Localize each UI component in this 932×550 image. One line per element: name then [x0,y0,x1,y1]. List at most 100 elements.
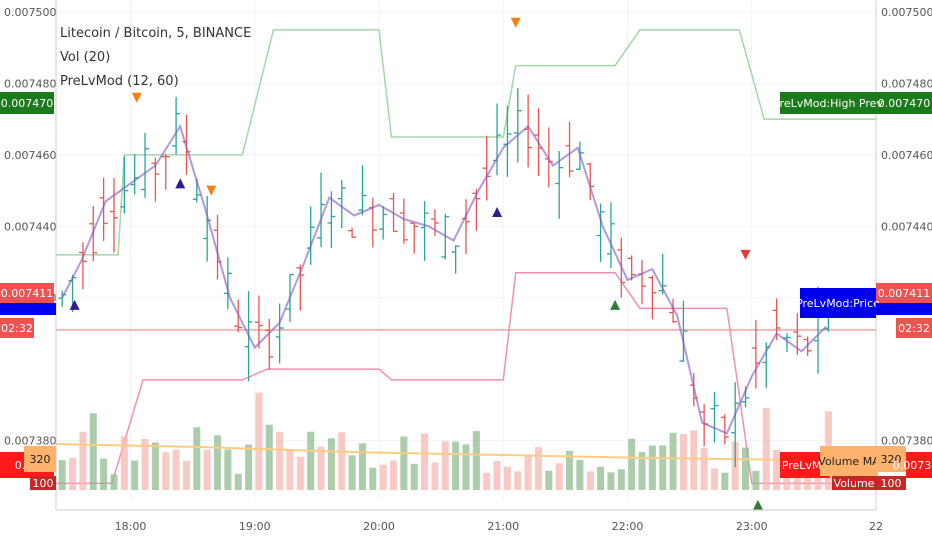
tag-volume-name-text: Volume [834,477,875,490]
y-tick-label-right: 0.007460 [881,149,932,162]
volume-bar [172,449,180,490]
tag-price-strip-right-bg [876,303,932,315]
tag-price-name-bg [800,288,876,318]
volume-bar [369,467,377,490]
tag-vol-ma-name-bg [820,446,878,476]
tag-low-right: 0.007356 [893,452,932,478]
volume-bar [286,450,294,490]
y-tick-label-left: 0.007440 [4,220,57,233]
volume-bar [452,441,460,490]
volume-bar [462,444,470,490]
tag-low-right-text: 0.007356 [893,459,932,472]
volume-bar [431,462,439,490]
legend-vol: Vol (20) [60,50,111,65]
tag-vol-ma-right: 320 [876,446,906,472]
tag-price-left-bg [0,283,54,303]
volume-bar [214,435,222,490]
volume-bar [659,445,667,490]
volume-bar [131,460,139,490]
volume-bar [628,438,636,490]
volume-bar [58,460,66,490]
tag-price-left-text: 0.007411 [1,287,54,300]
tag-countdown-left: 02:32 [0,318,34,338]
tag-high-prev-right-text: 0.007470 [878,97,931,110]
high-prev-line [56,29,876,256]
volume-bar [182,460,190,490]
x-tick-label: 20:00 [363,520,395,533]
tag-vol-ma-name: Volume MA [818,446,880,476]
volume-bar [597,466,605,490]
volume-bar [493,460,501,490]
tag-countdown-right: 02:32 [896,318,932,338]
volume-bar [69,457,77,490]
down-arrow-icon [131,92,142,103]
tag-vol-left-text: 100 [33,477,54,490]
tag-price-right: 0.007411 [876,283,932,303]
candlestick-series [58,88,833,468]
volume-bar [162,452,170,490]
x-tick-label: 18:00 [115,520,147,533]
tag-countdown-right-text: 02:32 [898,322,930,335]
volume-bar [441,441,449,490]
volume-bar [193,427,201,490]
tag-high-prev-name-text: PreLvMod:High Prev [773,97,883,110]
tag-volume-name: Volume [832,476,876,490]
volume-bar [814,469,822,490]
tag-prelvmod-short-text: PreLvMo [782,459,829,472]
volume-bar [120,436,128,490]
volume-bar [141,438,149,490]
x-tick-label: 23:00 [736,520,768,533]
up-arrow-icon [69,299,80,310]
tag-price-left: 0.007411 [0,283,54,303]
volume-bar [390,460,398,490]
volume-bar [773,450,781,490]
tag-high-prev-right: 0.007470 [876,92,932,114]
tag-vol-right-bg [876,476,906,490]
volume-bar [338,432,346,490]
x-tick-label: 22:00 [612,520,644,533]
volume-bar [576,459,584,490]
y-tick-label-left: 0.007460 [4,149,57,162]
up-arrow-icon [752,499,763,510]
tag-high-prev-name: PreLvMod:High Prev [773,92,883,114]
volume-bar [648,445,656,490]
tag-countdown-left-text: 02:32 [1,322,33,335]
down-arrow-icon [510,17,521,28]
volume-bar [100,458,108,490]
tag-vol-ma-right-bg [876,446,906,472]
tag-vol-ma-left-text: 320 [30,453,51,466]
volume-bar [317,446,325,490]
tag-high-prev-name-bg [780,92,876,114]
volume-bar [524,456,532,490]
volume-bar [245,444,253,490]
volume-bar [534,447,542,490]
volume-bar [514,471,522,490]
volume-bar [679,434,687,490]
tag-price-name-text: PreLvMod:Price [796,297,880,310]
volume-bar [545,470,553,490]
x-tick-label: 19:00 [239,520,271,533]
tag-price-name: PreLvMod:Price [796,288,880,318]
volume-bar [307,431,315,490]
tag-volume-name-bg [832,476,876,490]
up-arrow-icon [175,178,186,189]
volume-bar [555,463,563,490]
legend-prelvmod: PreLvMod (12, 60) [60,74,179,89]
tag-price-strip-left [0,303,56,315]
tag-price-right-bg [876,283,932,303]
volume-bar [327,438,335,490]
volume-bar [265,424,273,490]
volume-bar [89,413,97,490]
tag-high-prev-left-bg [0,92,54,114]
signal-arrows [69,17,763,510]
tag-high-prev-left: 0.007470 [0,92,54,114]
tag-high-prev-left-text: 0.007470 [1,97,54,110]
volume-bar [752,470,760,490]
tag-vol-right-text: 100 [881,477,902,490]
tag-vol-left-bg [30,476,56,490]
volume-bar [234,473,242,490]
volume-bar [669,432,677,490]
tag-price-right-text: 0.007411 [878,287,931,300]
